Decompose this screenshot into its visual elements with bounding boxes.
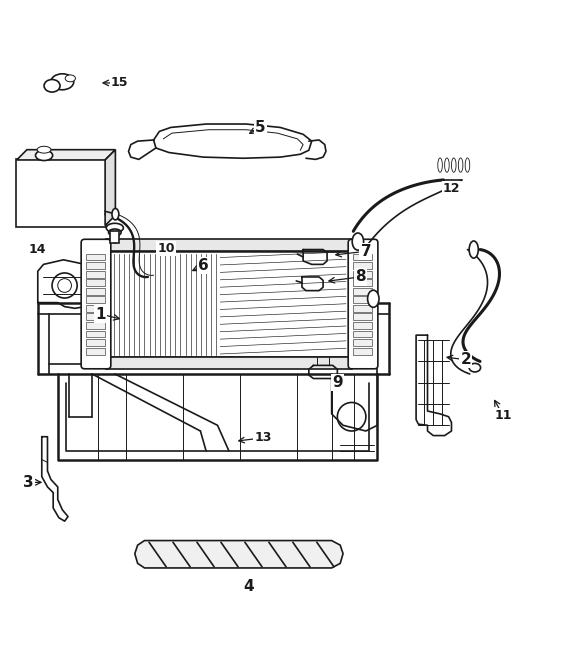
Bar xyxy=(86,348,105,355)
Bar xyxy=(353,331,372,337)
Text: 14: 14 xyxy=(29,243,46,256)
Text: 12: 12 xyxy=(443,182,460,195)
Bar xyxy=(106,251,352,357)
Bar xyxy=(110,231,120,242)
Text: 2: 2 xyxy=(460,352,471,367)
Bar xyxy=(86,305,105,312)
Bar xyxy=(86,331,105,337)
Ellipse shape xyxy=(438,158,442,172)
Ellipse shape xyxy=(469,241,478,258)
Text: 8: 8 xyxy=(355,269,366,285)
Polygon shape xyxy=(105,150,116,226)
Text: 7: 7 xyxy=(360,244,371,259)
Bar xyxy=(353,313,372,320)
Bar xyxy=(86,271,105,277)
FancyBboxPatch shape xyxy=(348,239,378,369)
FancyBboxPatch shape xyxy=(15,159,106,226)
Ellipse shape xyxy=(51,73,74,90)
Text: 5: 5 xyxy=(255,120,265,135)
Bar xyxy=(86,279,105,286)
Text: 4: 4 xyxy=(244,578,254,594)
Ellipse shape xyxy=(444,158,449,172)
Bar xyxy=(106,238,352,251)
Text: 1: 1 xyxy=(96,307,106,321)
Ellipse shape xyxy=(458,158,463,172)
Bar xyxy=(353,288,372,295)
Ellipse shape xyxy=(368,290,379,307)
Bar xyxy=(353,348,372,355)
Bar xyxy=(353,339,372,346)
Bar xyxy=(86,322,105,329)
Polygon shape xyxy=(135,540,343,568)
Bar xyxy=(86,254,105,261)
Bar xyxy=(353,322,372,329)
Ellipse shape xyxy=(465,158,470,172)
Ellipse shape xyxy=(65,75,76,81)
Bar xyxy=(353,271,372,277)
Bar xyxy=(86,297,105,303)
Ellipse shape xyxy=(469,363,480,372)
Ellipse shape xyxy=(37,146,51,153)
Bar xyxy=(353,262,372,269)
Bar xyxy=(353,297,372,303)
Text: 6: 6 xyxy=(198,258,209,273)
Ellipse shape xyxy=(106,223,124,232)
Bar xyxy=(86,262,105,269)
Ellipse shape xyxy=(451,158,456,172)
Ellipse shape xyxy=(44,79,60,92)
Bar xyxy=(86,339,105,346)
Bar xyxy=(86,288,105,295)
Text: 11: 11 xyxy=(494,409,511,422)
Ellipse shape xyxy=(109,229,121,236)
Bar xyxy=(106,357,352,369)
Ellipse shape xyxy=(112,208,119,220)
Text: 3: 3 xyxy=(23,475,33,490)
Ellipse shape xyxy=(352,233,364,250)
Text: 9: 9 xyxy=(332,375,343,390)
Text: 15: 15 xyxy=(110,76,128,90)
FancyBboxPatch shape xyxy=(81,239,111,369)
Text: 10: 10 xyxy=(157,242,175,255)
Bar xyxy=(86,313,105,320)
Text: 13: 13 xyxy=(255,432,272,444)
Polygon shape xyxy=(17,150,116,160)
Bar xyxy=(353,279,372,286)
Bar xyxy=(353,254,372,261)
Ellipse shape xyxy=(35,150,53,160)
Bar xyxy=(353,305,372,312)
